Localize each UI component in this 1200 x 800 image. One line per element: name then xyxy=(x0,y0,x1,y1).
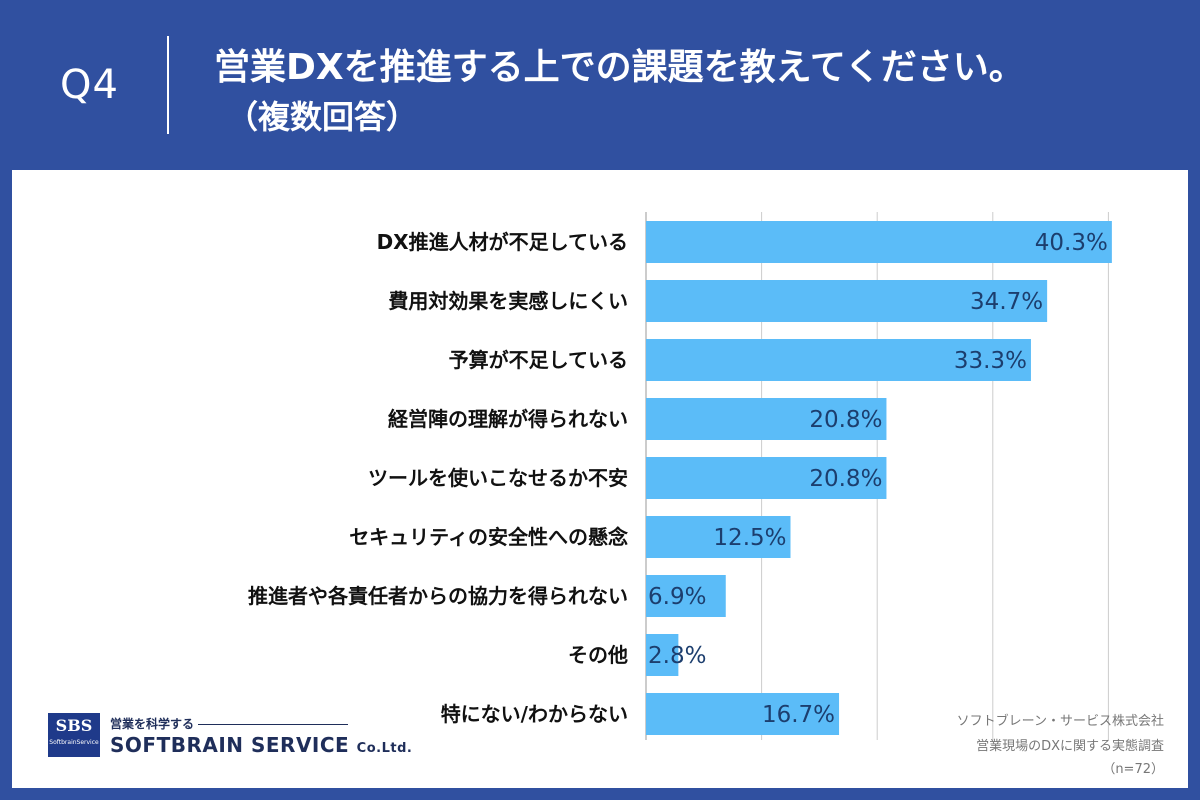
value-label: 2.8% xyxy=(648,643,706,669)
category-label: 特にない/わからない xyxy=(441,702,628,726)
value-label: 40.3% xyxy=(1035,230,1108,256)
bar xyxy=(646,516,791,558)
value-label: 33.3% xyxy=(954,348,1027,374)
page-subtitle: （複数回答） xyxy=(226,98,419,136)
logo-company-name: SOFTBRAIN SERVICE xyxy=(110,733,350,757)
sbs-logo-mark: SBS SoftbrainService xyxy=(48,713,100,757)
bar xyxy=(646,693,840,735)
page-title: 営業DXを推進する上での課題を教えてください。 xyxy=(214,47,1025,88)
logo-rule xyxy=(198,724,348,725)
value-label: 20.8% xyxy=(809,466,882,492)
logo-name: SOFTBRAIN SERVICE Co.Ltd. xyxy=(110,733,412,757)
logo-company-suffix: Co.Ltd. xyxy=(356,741,413,756)
category-label: セキュリティの安全性への懸念 xyxy=(349,525,628,549)
logo-mark-subtext: SoftbrainService xyxy=(49,739,99,746)
value-label: 6.9% xyxy=(648,584,706,610)
bar xyxy=(646,339,1031,381)
header-divider xyxy=(167,36,169,134)
category-label: 予算が不足している xyxy=(449,348,628,372)
category-label: 推進者や各責任者からの協力を得られない xyxy=(248,584,628,608)
source-sample-size: （n=72） xyxy=(1102,762,1164,777)
bar xyxy=(646,398,887,440)
category-label: DX推進人材が不足している xyxy=(377,230,628,254)
value-label: 34.7% xyxy=(970,289,1043,315)
company-logo: SBS SoftbrainService 営業を科学する SOFTBRAIN S… xyxy=(48,705,412,765)
value-label: 16.7% xyxy=(762,702,835,728)
logo-tagline: 営業を科学する xyxy=(110,717,195,731)
bar-chart: DX推進人材が不足している 40.3% 費用対効果を実感しにくい 34.7% 予算が不足… xyxy=(248,212,1112,740)
bar xyxy=(646,634,679,676)
question-number: Q4 xyxy=(60,62,119,108)
header: Q4 営業DXを推進する上での課題を教えてください。 （複数回答） xyxy=(0,0,1200,170)
source-survey: 営業現場のDXに関する実態調査 xyxy=(976,739,1164,754)
category-label: 経営陣の理解が得られない xyxy=(388,407,628,431)
bar xyxy=(646,457,887,499)
chart-panel: DX推進人材が不足している 40.3% 費用対効果を実感しにくい 34.7% 予算が不足… xyxy=(12,170,1188,788)
category-label: ツールを使いこなせるか不安 xyxy=(368,466,628,490)
bar xyxy=(646,575,726,617)
value-label: 12.5% xyxy=(713,525,786,551)
category-label: 費用対効果を実感しにくい xyxy=(388,289,628,313)
category-label: その他 xyxy=(568,643,628,667)
value-label: 20.8% xyxy=(809,407,882,433)
bar xyxy=(646,280,1048,322)
logo-mark-text: SBS xyxy=(55,716,93,735)
bar xyxy=(646,221,1112,263)
source-company: ソフトブレーン・サービス株式会社 xyxy=(956,714,1164,729)
